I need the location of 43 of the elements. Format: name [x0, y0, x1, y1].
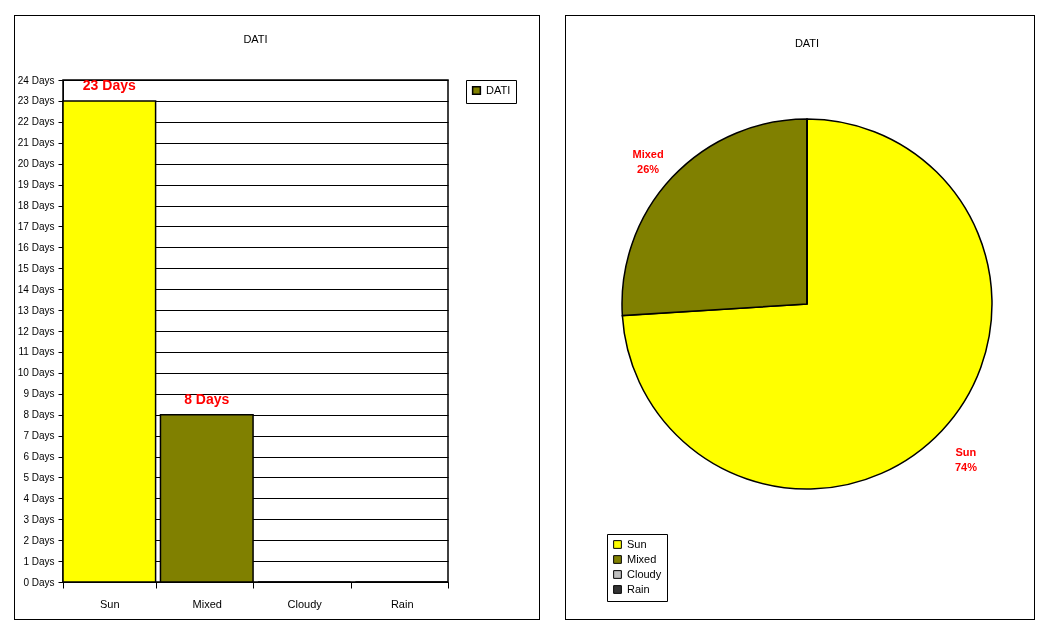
chart-title: DATI	[794, 37, 820, 49]
y-tick-label: 5 Days	[23, 471, 55, 483]
y-tick-label: 20 Days	[17, 158, 55, 170]
y-tick-label: 0 Days	[23, 576, 55, 588]
legend-label: Mixed	[627, 552, 657, 565]
data-label: 74%	[954, 461, 978, 474]
y-tick-label: 14 Days	[17, 283, 55, 295]
y-tick-label: 22 Days	[17, 116, 55, 128]
y-tick-label: 8 Days	[23, 409, 55, 421]
y-tick-label: 4 Days	[23, 492, 55, 504]
x-tick-label: Mixed	[192, 597, 222, 610]
legend-label: Cloudy	[627, 567, 662, 580]
y-tick-label: 3 Days	[23, 513, 55, 525]
y-tick-label: 16 Days	[17, 241, 55, 253]
legend-label: Sun	[627, 537, 647, 550]
y-tick-label: 1 Days	[23, 555, 55, 567]
y-tick-label: 15 Days	[17, 262, 55, 274]
slice-label: Sun	[955, 446, 977, 459]
pie-slice	[621, 118, 993, 490]
y-tick-label: 17 Days	[17, 220, 55, 232]
y-tick-label: 10 Days	[17, 367, 55, 379]
y-tick-label: 9 Days	[23, 388, 55, 400]
y-tick-label: 23 Days	[17, 95, 55, 107]
y-tick-label: 13 Days	[17, 304, 55, 316]
legend-label: DATI	[486, 83, 511, 96]
data-label: 23 Days	[82, 76, 136, 93]
y-tick-label: 11 Days	[18, 346, 55, 358]
y-tick-label: 19 Days	[17, 179, 55, 191]
legend-label: Rain	[627, 582, 650, 595]
x-tick-label: Sun	[100, 597, 120, 610]
y-tick-label: 12 Days	[17, 325, 55, 337]
y-tick-label: 7 Days	[23, 430, 55, 442]
y-tick-label: 18 Days	[17, 200, 55, 211]
y-tick-label: 2 Days	[23, 534, 55, 546]
data-label: 26%	[637, 162, 660, 175]
y-tick-label: 6 Days	[23, 451, 55, 462]
chart-title: DATI	[243, 33, 268, 45]
y-tick-label: 24 Days	[17, 74, 55, 86]
x-tick-label: Rain	[390, 597, 414, 610]
slice-label: Mixed	[632, 147, 664, 160]
y-tick-label: 21 Days	[17, 137, 55, 149]
x-tick-label: Cloudy	[287, 597, 323, 610]
data-label: 8 Days	[184, 390, 230, 407]
